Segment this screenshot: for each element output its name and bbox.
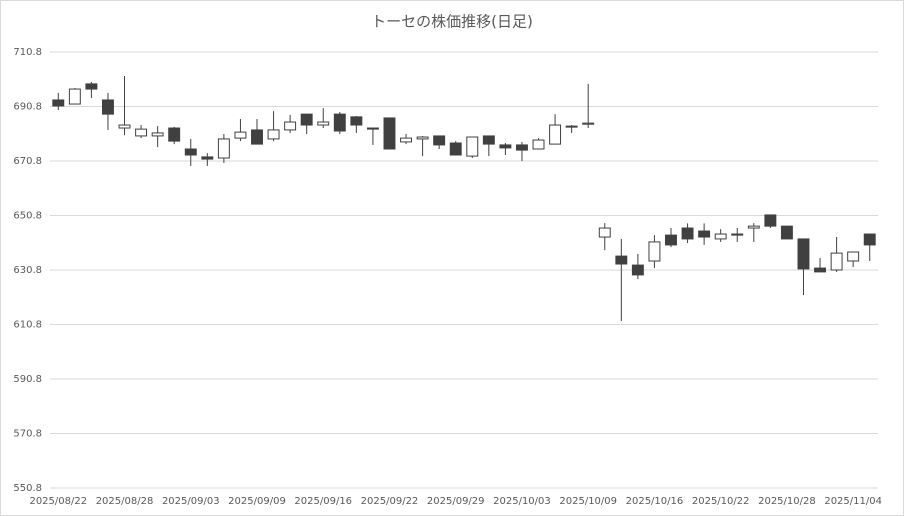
candle-body	[135, 128, 148, 137]
y-tick-label: 570.8	[13, 429, 42, 440]
y-tick-label: 690.8	[13, 102, 42, 113]
x-tick-label: 2025/09/09	[228, 496, 286, 507]
x-tick-label: 2025/09/29	[427, 496, 485, 507]
x-tick-label: 2025/10/16	[626, 496, 684, 507]
candle-body	[234, 131, 247, 139]
candle-body	[101, 99, 114, 115]
candle-body	[665, 234, 677, 246]
candle-body	[85, 83, 98, 90]
candle-body	[532, 139, 545, 150]
candle-body	[549, 124, 562, 145]
y-tick-label: 610.8	[13, 320, 42, 331]
candle-body	[482, 135, 495, 145]
candle-body	[284, 121, 297, 131]
candle-body	[830, 252, 843, 271]
candle-body	[582, 122, 595, 125]
candle-body	[499, 144, 512, 149]
x-tick-label: 2025/11/04	[824, 496, 882, 507]
candle-body	[698, 230, 711, 238]
candle-body	[350, 116, 363, 126]
candle-body	[317, 121, 330, 126]
y-tick-label: 630.8	[13, 265, 42, 276]
candle-body	[648, 241, 661, 262]
candle-body	[68, 88, 81, 105]
candle-body	[184, 148, 197, 156]
x-tick-label: 2025/09/22	[361, 496, 419, 507]
y-tick-label: 590.8	[13, 374, 42, 385]
candle-body	[731, 233, 744, 236]
candle-body	[52, 99, 65, 107]
candle-body	[333, 113, 346, 132]
candle-body	[747, 225, 760, 229]
candle-body	[714, 233, 727, 240]
x-tick-label: 2025/10/22	[692, 496, 750, 507]
candle-body	[863, 233, 876, 246]
candle-body	[847, 251, 860, 262]
candle-body	[565, 125, 578, 128]
candle-body	[251, 129, 263, 145]
candle-body	[515, 144, 528, 151]
x-tick-label: 2025/10/28	[758, 496, 816, 507]
candle-body	[814, 267, 827, 273]
candle-body	[631, 264, 644, 276]
x-tick-label: 2025/10/03	[493, 496, 551, 507]
y-tick-label: 650.8	[13, 211, 42, 222]
y-tick-label: 710.8	[13, 47, 42, 58]
candle-body	[416, 136, 429, 140]
candle-body	[598, 227, 611, 238]
candle-body	[366, 127, 379, 130]
x-tick-label: 2025/10/09	[559, 496, 617, 507]
candle-body	[433, 135, 446, 146]
candle-body	[118, 124, 131, 129]
x-tick-label: 2025/09/16	[294, 496, 352, 507]
y-tick-label: 670.8	[13, 156, 42, 167]
candle-body	[168, 127, 181, 142]
x-tick-label: 2025/09/03	[162, 496, 220, 507]
candle-body	[300, 113, 313, 126]
candle-body	[466, 136, 479, 157]
candle-body	[151, 132, 164, 137]
candle-body	[449, 142, 462, 156]
candle-body	[615, 255, 628, 265]
candle-body	[383, 117, 396, 150]
candle-body	[400, 137, 413, 143]
x-tick-label: 2025/08/22	[29, 496, 87, 507]
candle-body	[780, 225, 793, 240]
y-tick-label: 550.8	[13, 483, 42, 494]
candle-body	[267, 129, 280, 140]
candle-body	[201, 156, 214, 160]
x-tick-label: 2025/08/28	[96, 496, 154, 507]
candle-body	[764, 214, 777, 227]
candle-body	[797, 238, 810, 270]
candle-body	[681, 227, 694, 240]
chart-title: トーセの株価推移(日足)	[371, 13, 533, 31]
candle-body	[217, 138, 230, 159]
